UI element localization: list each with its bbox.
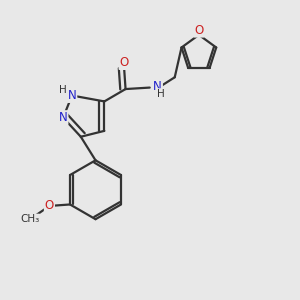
Text: H: H xyxy=(157,89,165,99)
Text: O: O xyxy=(194,24,203,37)
Text: CH₃: CH₃ xyxy=(20,214,39,224)
Text: N: N xyxy=(59,111,68,124)
Text: N: N xyxy=(153,80,162,93)
Text: H: H xyxy=(59,85,66,95)
Text: O: O xyxy=(45,200,54,212)
Text: N: N xyxy=(68,89,76,102)
Text: O: O xyxy=(119,56,129,69)
